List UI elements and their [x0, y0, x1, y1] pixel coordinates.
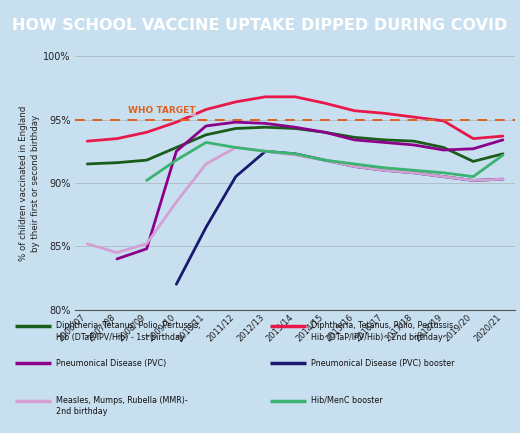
Text: Diphtheria, Tetanus, Polio, Pertussis,
Hib (DTaP/IPV/Hib) - 1st birthday: Diphtheria, Tetanus, Polio, Pertussis, H…: [56, 321, 201, 342]
Text: HOW SCHOOL VACCINE UPTAKE DIPPED DURING COVID: HOW SCHOOL VACCINE UPTAKE DIPPED DURING …: [12, 18, 508, 33]
Text: Measles, Mumps, Rubella (MMR)-
2nd birthday: Measles, Mumps, Rubella (MMR)- 2nd birth…: [56, 396, 188, 417]
Text: Pneumonical Disease (PVC): Pneumonical Disease (PVC): [56, 359, 166, 368]
Text: WHO TARGET: WHO TARGET: [128, 106, 196, 115]
Text: Hib/MenC booster: Hib/MenC booster: [311, 396, 383, 405]
Text: Pneumonical Disease (PVC) booster: Pneumonical Disease (PVC) booster: [311, 359, 454, 368]
Y-axis label: % of children vaccinated in England
by their first or second birthday: % of children vaccinated in England by t…: [19, 105, 40, 261]
Text: Diphtheria, Tetanus, Polio, Pertussis,
Hib (DTaP/IPV/Hib) - 2nd birthday: Diphtheria, Tetanus, Polio, Pertussis, H…: [311, 321, 456, 342]
